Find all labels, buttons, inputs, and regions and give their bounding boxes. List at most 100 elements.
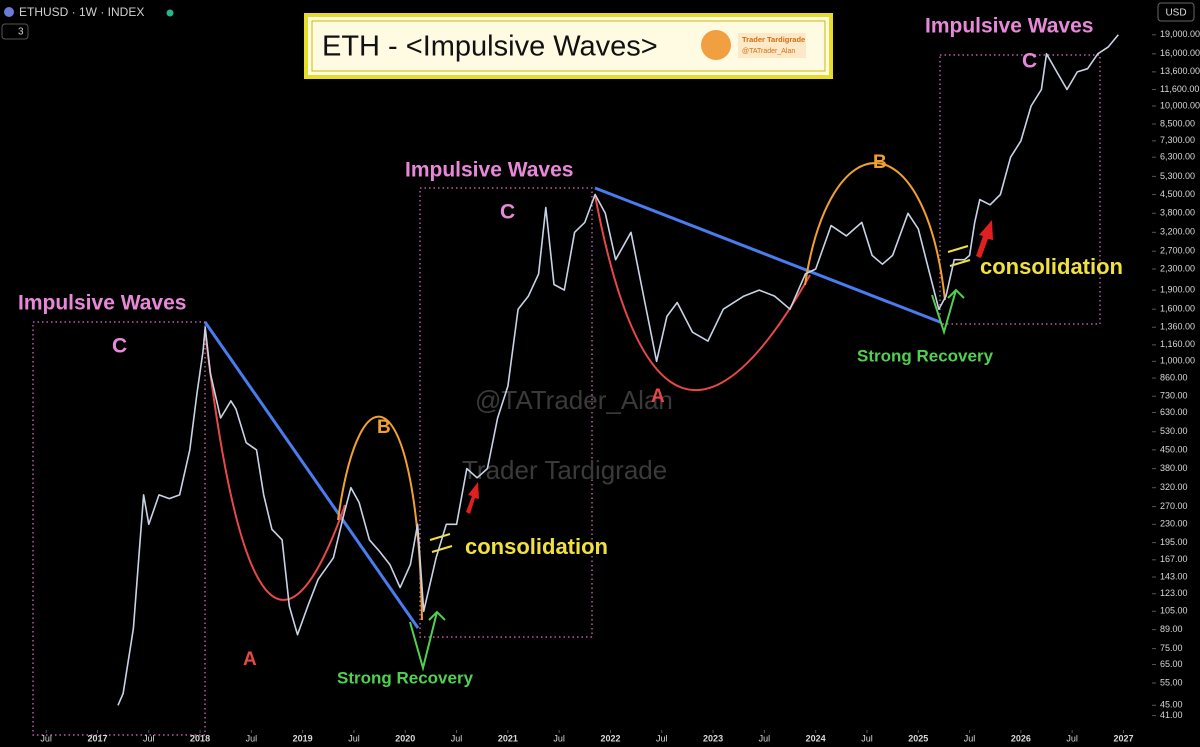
logo-icon	[701, 30, 731, 60]
logo-text: Trader Tardigrade	[742, 35, 805, 44]
x-tick-label: Jul	[40, 733, 52, 743]
y-tick-label: 5,300.00	[1160, 171, 1195, 181]
badge-box[interactable]	[1, 23, 29, 40]
trend-line	[203, 321, 420, 629]
y-tick-label: 3,800.00	[1160, 208, 1195, 218]
x-tick-label: 2025	[908, 733, 928, 743]
x-tick-label: 2017	[87, 733, 107, 743]
y-tick-label: 450.00	[1160, 444, 1188, 454]
wave-b-curve	[804, 162, 946, 301]
annotation: Strong Recovery	[857, 346, 994, 365]
trend-line	[594, 186, 941, 324]
y-tick-label: 530.00	[1160, 426, 1188, 436]
x-tick-label: Jul	[553, 733, 565, 743]
x-tick-label: 2024	[806, 733, 826, 743]
y-tick-label: 16,000.00	[1160, 48, 1200, 58]
y-tick-label: 630.00	[1160, 407, 1188, 417]
annotation: Impulsive Waves	[18, 292, 186, 315]
status-dot	[166, 9, 174, 17]
wave-box	[32, 321, 206, 736]
y-tick-label: 55.00	[1160, 677, 1183, 687]
y-tick-label: 10,000.00	[1160, 100, 1200, 110]
x-tick-label: Jul	[1066, 733, 1078, 743]
y-tick-label: 1,600.00	[1160, 304, 1195, 314]
x-tick-label: Jul	[348, 733, 360, 743]
y-tick-label: 1,160.00	[1160, 339, 1195, 349]
x-tick-label: 2019	[293, 733, 313, 743]
x-tick-label: Jul	[656, 733, 668, 743]
x-tick-label: Jul	[451, 733, 463, 743]
y-tick-label: 105.00	[1160, 606, 1188, 616]
x-tick-label: 2018	[190, 733, 210, 743]
recovery-arrow	[409, 611, 438, 672]
y-tick-label: 19,000.00	[1160, 29, 1200, 39]
badge[interactable]: 3	[18, 27, 24, 38]
watermark: @TATrader_Alan	[475, 385, 673, 415]
y-tick-label: 730.00	[1160, 391, 1188, 401]
annotation: Impulsive Waves	[925, 15, 1093, 38]
x-tick-label: Jul	[861, 733, 873, 743]
annotation: B	[873, 152, 887, 173]
y-tick-label: 167.00	[1160, 554, 1188, 564]
x-tick-label: Jul	[759, 733, 771, 743]
consolidation-mark	[429, 533, 451, 541]
x-tick-label: 2026	[1011, 733, 1031, 743]
currency[interactable]: USD	[1165, 8, 1186, 19]
annotation: consolidation	[980, 254, 1123, 279]
up-arrow	[466, 482, 479, 514]
annotation: Impulsive Waves	[405, 159, 573, 182]
x-tick-label: Jul	[246, 733, 258, 743]
decorations	[32, 54, 1101, 736]
wave-a-curve	[204, 329, 346, 601]
recovery-arrow	[947, 288, 965, 299]
title-box-inner	[311, 20, 826, 72]
logo-handle: @TATrader_Alan	[742, 48, 795, 55]
title: ETH - <Impulsive Waves>	[322, 31, 658, 63]
y-tick-label: 1,000.00	[1160, 356, 1195, 366]
y-tick-label: 8,500.00	[1160, 118, 1195, 128]
y-tick-label: 320.00	[1160, 482, 1188, 492]
x-tick-label: 2021	[498, 733, 518, 743]
y-tick-label: 143.00	[1160, 571, 1188, 581]
annotation: C	[112, 335, 127, 358]
y-tick-label: 380.00	[1160, 463, 1188, 473]
wave-a-curve	[594, 194, 811, 392]
symbol[interactable]: ETHUSD · 1W · INDEX	[19, 5, 144, 19]
y-tick-label: 89.00	[1160, 624, 1183, 634]
y-tick-label: 2,700.00	[1160, 246, 1195, 256]
y-tick-label: 75.00	[1160, 643, 1183, 653]
annotation: C	[500, 201, 515, 224]
recovery-arrow	[931, 289, 957, 336]
annotation: C	[1022, 50, 1037, 73]
wave-box	[419, 187, 593, 638]
y-tick-label: 6,300.00	[1160, 152, 1195, 162]
annotation: Strong Recovery	[337, 668, 474, 687]
y-tick-label: 2,300.00	[1160, 263, 1195, 273]
x-tick-label: 2020	[395, 733, 415, 743]
y-tick-label: 123.00	[1160, 588, 1188, 598]
x-tick-label: 2027	[1113, 733, 1133, 743]
annotation: A	[243, 649, 257, 670]
y-tick-label: 11,600.00	[1160, 84, 1199, 94]
x-tick-label: Jul	[143, 733, 155, 743]
wave-box	[939, 54, 1101, 325]
logo-plate	[738, 33, 806, 58]
annotation: A	[651, 386, 665, 407]
y-tick-label: 65.00	[1160, 659, 1183, 669]
wave-b-curve	[337, 415, 423, 621]
currency-box[interactable]	[1157, 2, 1195, 22]
consolidation-mark	[947, 245, 969, 253]
x-tick-label: 2023	[703, 733, 723, 743]
x-tick-label: 2022	[600, 733, 620, 743]
consolidation-mark	[431, 545, 453, 553]
annotation: consolidation	[465, 534, 608, 559]
y-tick-label: 230.00	[1160, 519, 1188, 529]
y-tick-label: 45.00	[1160, 700, 1183, 710]
y-tick-label: 41.00	[1160, 710, 1183, 720]
y-tick-label: 13,600.00	[1160, 66, 1200, 76]
x-tick-label: Jul	[964, 733, 976, 743]
price-line	[117, 34, 1119, 706]
